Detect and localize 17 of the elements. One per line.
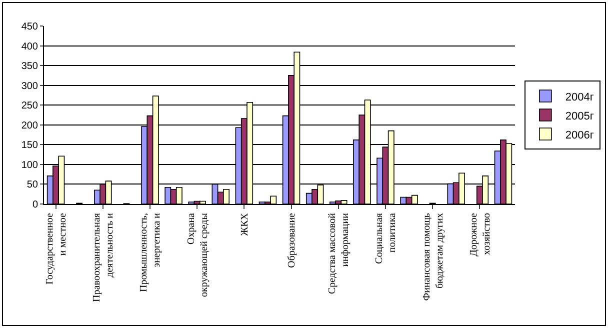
y-tick-label: 450 (21, 22, 38, 32)
y-tick-label: 250 (21, 100, 38, 112)
y-tick-label: 350 (21, 61, 38, 72)
x-tick-label: Средства массовой информации (327, 212, 352, 294)
legend-label: 2004г (565, 91, 594, 104)
y-tick-label: 300 (21, 80, 38, 92)
y-tick-label: 400 (21, 41, 38, 52)
y-tick-label: 0 (32, 200, 38, 210)
x-tick-label: Образование (286, 212, 298, 268)
y-tick-label: 150 (21, 140, 38, 152)
legend-label: 2005г (565, 110, 594, 122)
legend-label: 2006г (565, 129, 594, 142)
y-tick-label: 200 (21, 120, 38, 132)
y-tick-label: 50 (26, 180, 38, 191)
x-tick-label: ЖКХ (239, 212, 250, 236)
x-tick-label: Государственное и местное (44, 212, 69, 285)
y-tick-label: 100 (21, 160, 38, 171)
